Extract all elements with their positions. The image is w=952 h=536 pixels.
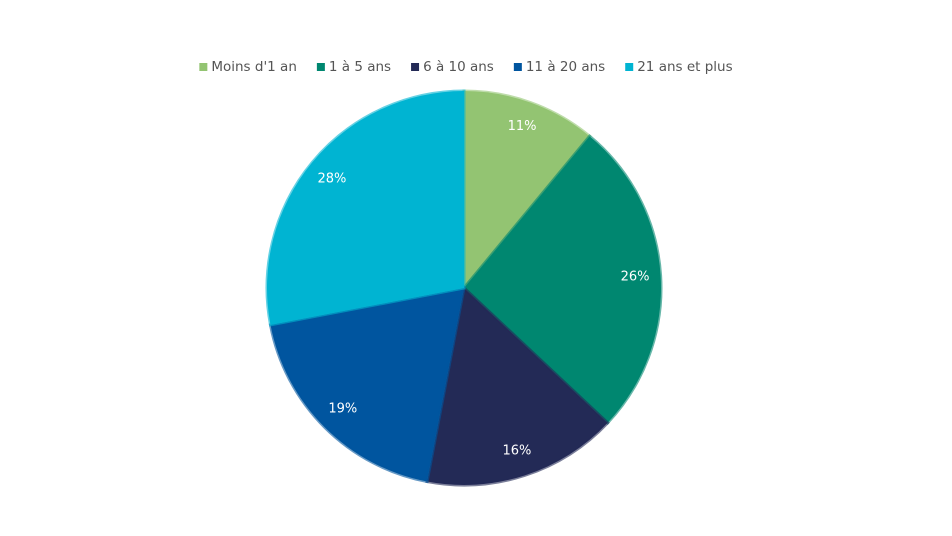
pie [265,89,663,487]
legend-label: 11 à 20 ans [526,59,605,75]
data-label: 11% [508,119,537,134]
pie-slice [268,286,466,484]
legend-item: 1 à 5 ans [316,59,391,75]
data-label: 16% [503,444,532,459]
data-label: 19% [328,402,357,417]
legend-swatch [316,63,325,71]
legend-swatch [625,63,634,71]
legend-swatch [513,63,522,71]
legend-swatch [199,63,208,71]
data-label: 26% [621,270,650,285]
data-labels: 11% 26% 16% 19% 28% [317,119,649,458]
pie-slice [425,285,610,487]
legend-item: 6 à 10 ans [411,59,494,75]
pie-slice [462,89,592,293]
data-label: 28% [317,171,346,186]
legend-item: Moins d'1 an [199,59,297,75]
legend-item: 11 à 20 ans [513,59,605,75]
legend-label: 1 à 5 ans [329,59,391,75]
legend-label: 21 ans et plus [637,59,732,75]
legend-item: 21 ans et plus [625,59,733,75]
pie-slice [265,89,466,327]
pie-slice [461,134,663,425]
legend-label: 6 à 10 ans [423,59,494,75]
legend-swatch [411,63,420,71]
legend-label: Moins d'1 an [211,59,297,75]
legend: Moins d'1 an 1 à 5 ans 6 à 10 ans 11 à 20 a… [199,59,733,75]
